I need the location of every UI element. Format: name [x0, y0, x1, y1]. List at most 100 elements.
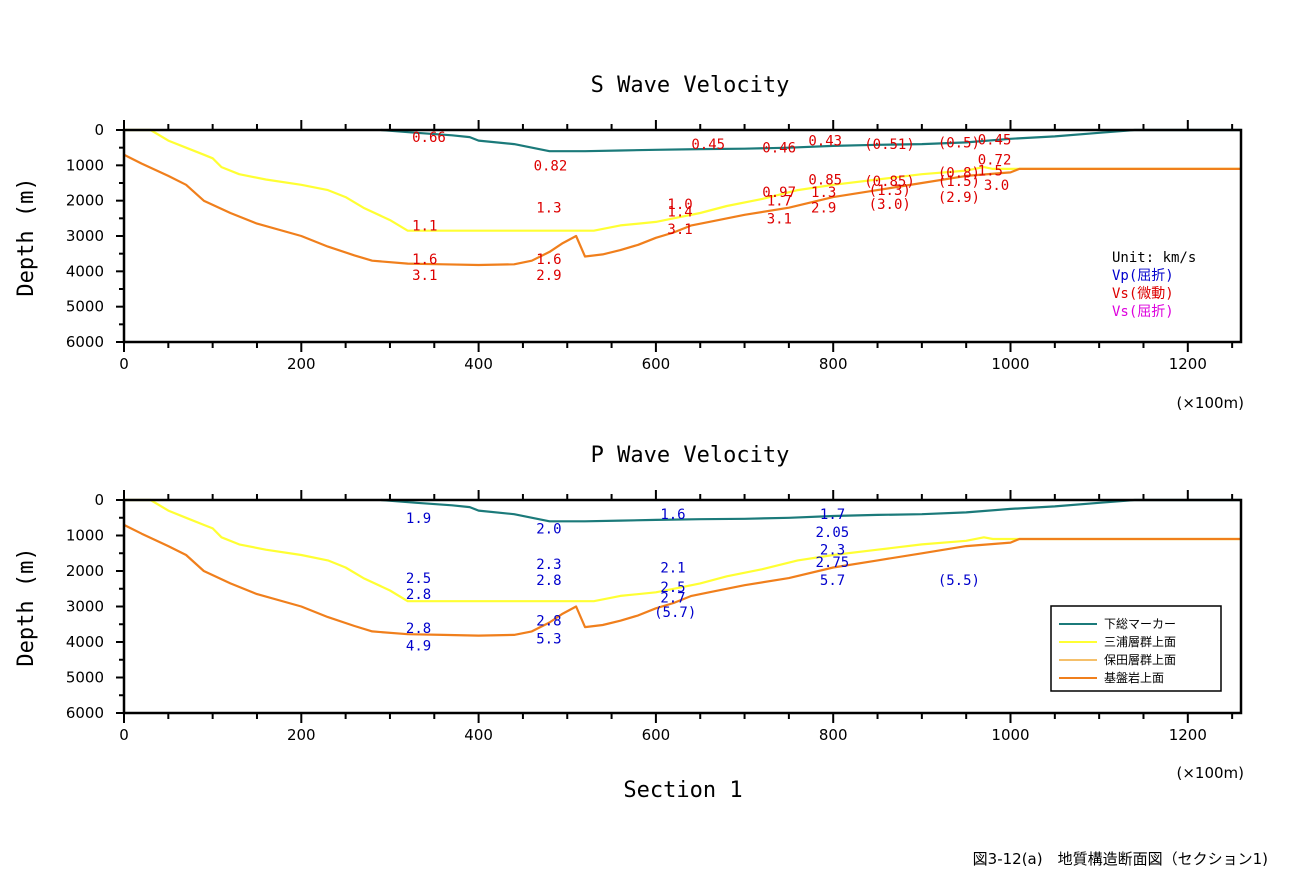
s-wave-panel: S Wave Velocity Depth (m) (×100m) 0 200 40… [14, 73, 1244, 412]
s-velocity-label: (2.9) [938, 190, 980, 206]
s-velocity-label: 3.1 [767, 211, 792, 227]
s-y-tick-label: 0 [94, 121, 104, 139]
s-velocity-label: 3.0 [984, 178, 1009, 194]
s-wave-ylabel: Depth (m) [14, 177, 39, 296]
s-velocity-label: 1.6 [412, 252, 437, 268]
s-profile-basement-top [123, 153, 1241, 267]
p-wave-plot-area: 0 200 400 600 800 1000 1200 0 1000 2000 3000 4000 50… [66, 490, 1243, 744]
unit-label: Unit: km/s [1112, 250, 1196, 266]
s-x-tick-label: 200 [287, 355, 316, 373]
s-velocity-label: 0.46 [762, 141, 796, 157]
s-velocity-label: (3.0) [869, 197, 911, 213]
p-velocity-label: 2.0 [536, 521, 561, 537]
s-velocity-label: 0.85 [808, 172, 842, 188]
s-velocity-label: 0.43 [808, 134, 842, 150]
s-x-tick-label: 600 [642, 355, 671, 373]
p-velocity-label: 2.5 [660, 580, 685, 596]
p-y-tick-label: 5000 [66, 669, 104, 687]
s-x-tick-label: 1200 [1169, 355, 1207, 373]
s-x-tick-label: 0 [119, 355, 129, 373]
s-velocity-label: 0.72 [978, 152, 1012, 168]
legend-label-basement: 基盤岩上面 [1104, 670, 1164, 685]
s-profile-shimousa-marker [381, 128, 1241, 153]
s-velocity-label: 1.4 [667, 204, 692, 220]
p-velocity-label: 2.3 [820, 543, 845, 559]
s-wave-x-unit: (×100m) [1176, 394, 1244, 412]
p-velocity-label: 2.8 [406, 621, 431, 637]
s-velocity-label: 0.66 [412, 130, 446, 146]
s-wave-title: S Wave Velocity [591, 73, 790, 98]
s-velocity-label: (1.5) [938, 174, 980, 190]
figure-caption: 図3-12(a) 地質構造断面図（セクション1) [972, 850, 1268, 868]
p-velocity-label: 2.8 [406, 587, 431, 603]
s-velocity-label: 1.5 [978, 164, 1003, 180]
s-x-tick-label: 1000 [991, 355, 1029, 373]
s-velocity-label: 1.1 [412, 218, 437, 234]
p-velocity-label: 4.9 [406, 639, 431, 655]
p-x-tick-label: 800 [819, 726, 848, 744]
legend-label-shimousa: 下総マーカー [1104, 617, 1176, 631]
s-velocity-label: (0.85) [864, 174, 915, 190]
p-velocity-label: 1.7 [820, 507, 845, 523]
vp-refraction-label: Vp(屈折) [1112, 268, 1174, 284]
s-velocity-label: 2.9 [536, 268, 561, 284]
layer-legend: 下総マーカー 三浦層群上面 保田層群上面 基盤岩上面 [1050, 605, 1222, 692]
s-velocity-label: 1.7 [767, 194, 792, 210]
p-velocity-label: (5.5) [938, 573, 980, 589]
p-profile-miura-top [124, 498, 1241, 603]
s-y-tick-label: 4000 [66, 262, 104, 280]
p-velocity-label: 1.9 [406, 511, 431, 527]
p-wave-title: P Wave Velocity [591, 443, 790, 468]
s-y-tick-label: 5000 [66, 298, 104, 316]
legend-box [1050, 605, 1222, 692]
p-profile-shimousa-marker [381, 498, 1241, 523]
p-profile-basement-top [123, 523, 1241, 637]
p-y-tick-label: 6000 [66, 704, 104, 722]
s-velocity-label: 0.82 [534, 158, 568, 174]
legend-label-miura: 三浦層群上面 [1104, 635, 1176, 649]
x-axis-label: Section 1 [623, 778, 742, 803]
p-velocity-label: 1.6 [660, 507, 685, 523]
s-velocity-label: 2.9 [811, 201, 836, 217]
p-x-tick-label: 200 [287, 726, 316, 744]
p-x-tick-label: 1000 [991, 726, 1029, 744]
p-x-tick-label: 0 [119, 726, 129, 744]
p-velocity-label: 5.3 [536, 631, 561, 647]
p-velocity-label: (5.7) [654, 605, 696, 621]
p-velocity-label: 2.7 [660, 591, 685, 607]
s-velocity-label: 3.1 [667, 222, 692, 238]
s-velocity-label: (0.5) [938, 135, 980, 151]
p-velocity-label: 2.05 [815, 525, 849, 541]
vs-refraction-label: Vs(屈折) [1112, 304, 1174, 320]
s-y-tick-label: 2000 [66, 192, 104, 210]
p-velocity-label: 2.5 [406, 571, 431, 587]
s-velocity-label: 0.45 [978, 133, 1012, 149]
s-profile-miura-top [124, 128, 1241, 232]
p-velocity-label: 2.8 [536, 573, 561, 589]
s-velocity-label: 0.45 [691, 137, 725, 153]
p-velocity-label: 2.75 [815, 555, 849, 571]
p-x-tick-label: 1200 [1169, 726, 1207, 744]
p-y-tick-label: 4000 [66, 633, 104, 651]
p-velocity-label: 2.1 [660, 560, 685, 576]
s-velocity-label: 1.3 [536, 201, 561, 217]
s-velocity-label: 0.97 [762, 185, 796, 201]
p-velocity-label: 2.8 [536, 614, 561, 630]
s-velocity-label: (1.3) [869, 183, 911, 199]
p-wave-ylabel: Depth (m) [14, 547, 39, 666]
p-velocity-label: 5.7 [820, 573, 845, 589]
p-x-tick-label: 400 [464, 726, 493, 744]
p-y-tick-label: 3000 [66, 598, 104, 616]
legend-label-hota: 保田層群上面 [1104, 653, 1176, 667]
s-velocity-label: 3.1 [412, 268, 437, 284]
s-y-tick-label: 6000 [66, 333, 104, 351]
p-wave-x-unit: (×100m) [1176, 764, 1244, 782]
p-y-tick-label: 1000 [66, 527, 104, 545]
s-velocity-label: (0.8) [938, 165, 980, 181]
s-x-tick-label: 800 [819, 355, 848, 373]
p-y-tick-label: 2000 [66, 562, 104, 580]
s-velocity-label: 1.3 [811, 185, 836, 201]
unit-legend: Unit: km/s Vp(屈折) Vs(微動) Vs(屈折) [1112, 250, 1196, 320]
s-velocity-label: 1.0 [667, 197, 692, 213]
